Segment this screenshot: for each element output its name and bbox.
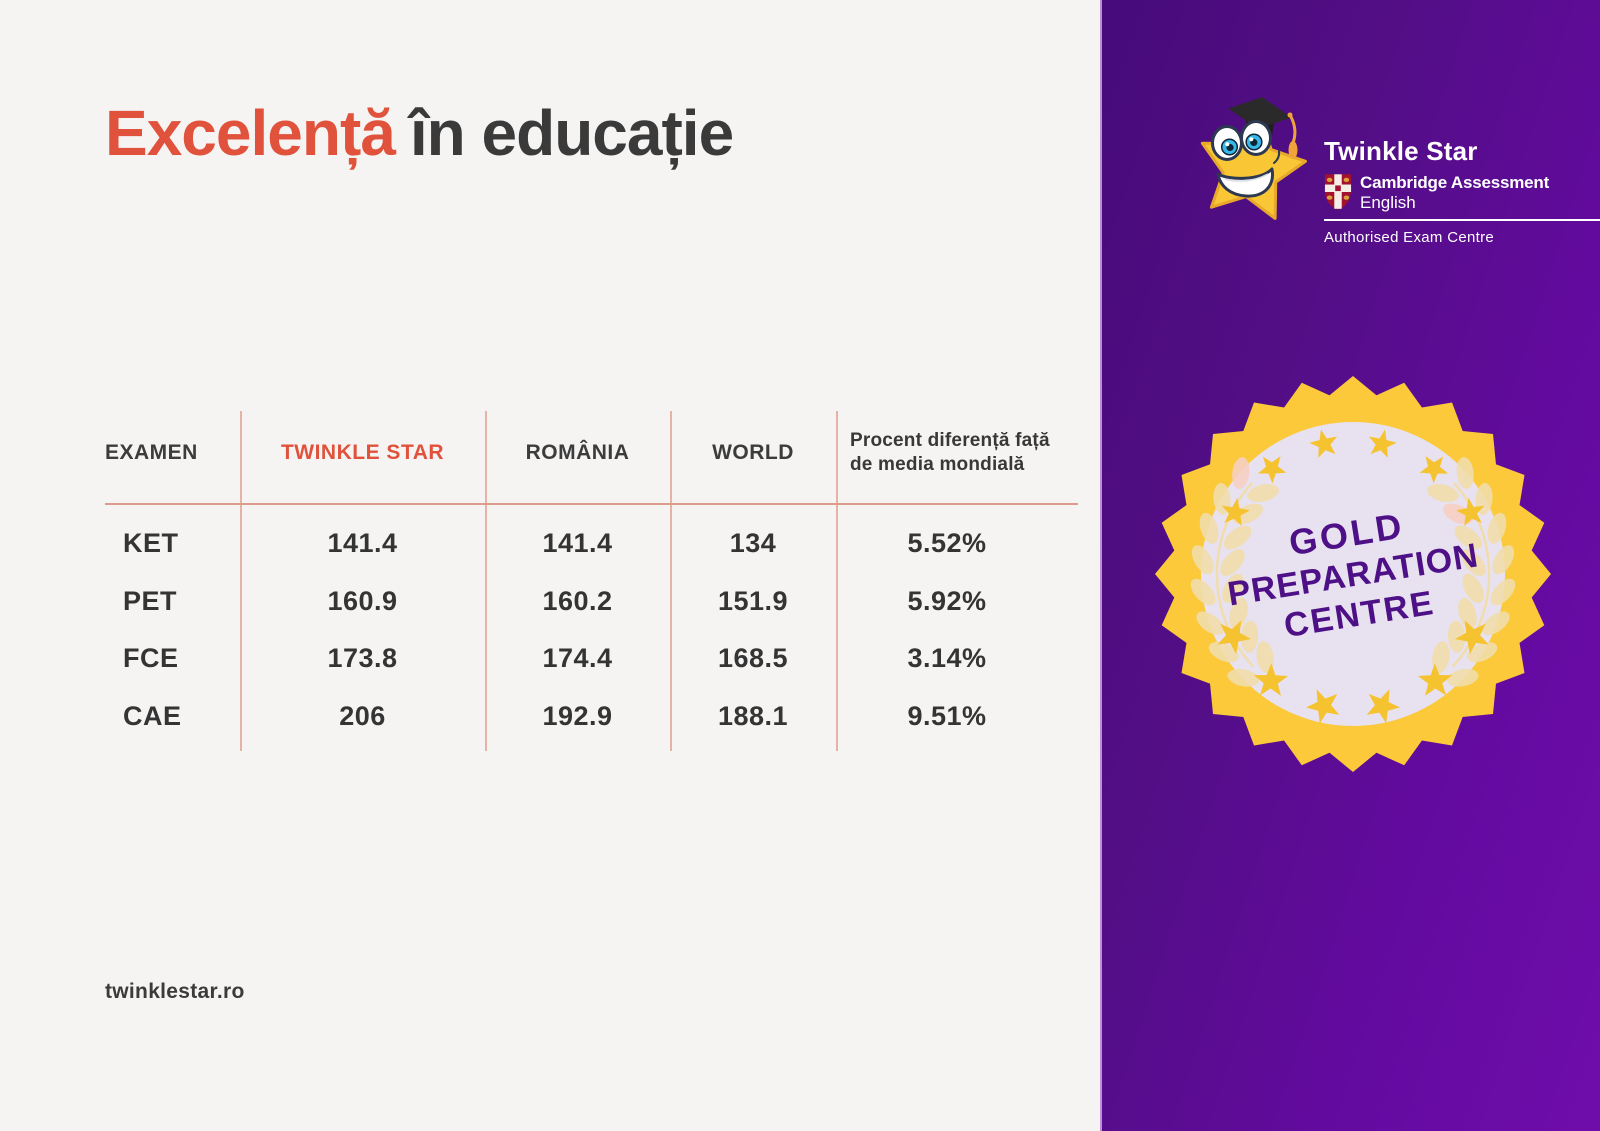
page-title: Excelență în educație [105,96,734,170]
cell-world: 151.9 [717,585,789,616]
brand-name: Twinkle Star [1324,136,1478,166]
cap-tassel [1288,114,1297,144]
cell-world: 134 [729,527,777,558]
cell-exam: PET [123,585,178,616]
column-header-twinkle-star: TWINKLE STAR [280,440,445,464]
column-divider [240,411,242,751]
table-row: PET 160.9 160.2 151.9 5.92% [105,572,1078,630]
table-row: CAE 206 192.9 188.1 9.51% [105,687,1078,745]
cell-diff: 3.14% [907,642,987,673]
column-divider [670,411,672,751]
exam-scores-table: EXAMEN TWINKLE STAR ROMÂNIA WORLD Procen… [105,405,1078,751]
gold-badge: GOLD PREPARATION CENTRE [1155,376,1551,772]
cell-world: 168.5 [717,642,789,673]
cell-diff: 5.92% [907,585,987,616]
column-header-diff: Procent diferență față de media mondială [850,429,1050,475]
badge-stars-icon [1217,429,1489,724]
cell-twinkle-star: 141.4 [327,527,398,558]
cell-exam: KET [123,527,179,558]
cell-exam: CAE [123,700,182,731]
logo-divider [1324,219,1600,221]
cell-twinkle-star: 160.9 [327,585,398,616]
badge-inner-circle [1201,422,1505,726]
brand-panel: Twinkle Star Cambridge Assessment Englis… [1100,0,1600,1131]
content-panel: Excelență în educație EXAMEN TWINKLE STAR… [105,96,1078,1003]
mascot-eyes [1211,120,1272,161]
table-row: FCE 173.8 174.4 168.5 3.14% [105,629,1078,687]
cell-romania: 160.2 [542,585,613,616]
cell-diff: 9.51% [907,700,987,731]
website-link: twinklestar.ro [105,980,245,1003]
brand-block: Twinkle Star Cambridge Assessment Englis… [1324,136,1600,246]
cell-world: 188.1 [717,700,789,731]
cambridge-text: Cambridge Assessment English [1360,173,1549,213]
cambridge-shield-icon [1324,174,1352,210]
column-divider [836,411,838,751]
cambridge-line2: English [1360,193,1416,212]
mascot-smile [1216,150,1281,198]
cell-romania: 141.4 [542,527,613,558]
cell-twinkle-star: 173.8 [327,642,398,673]
cell-diff: 5.52% [907,527,987,558]
star-mascot-icon [1200,97,1307,220]
cambridge-row: Cambridge Assessment English [1324,173,1600,213]
page-title-accent: Excelență [105,97,396,169]
cell-twinkle-star: 206 [339,700,386,731]
cell-exam: FCE [123,642,179,673]
cell-romania: 174.4 [542,642,613,673]
column-header-romania: ROMÂNIA [525,440,630,464]
cell-romania: 192.9 [542,700,613,731]
cambridge-line1: Cambridge Assessment [1360,173,1550,192]
column-header-exam: EXAMEN [105,440,198,464]
header-divider [105,503,1078,505]
table-row: KET 141.4 141.4 134 5.52% [105,514,1078,572]
column-header-world: WORLD [712,440,794,464]
column-divider [485,411,487,751]
page-title-rest: în educație [409,97,734,169]
authorised-tagline: Authorised Exam Centre [1324,229,1495,246]
